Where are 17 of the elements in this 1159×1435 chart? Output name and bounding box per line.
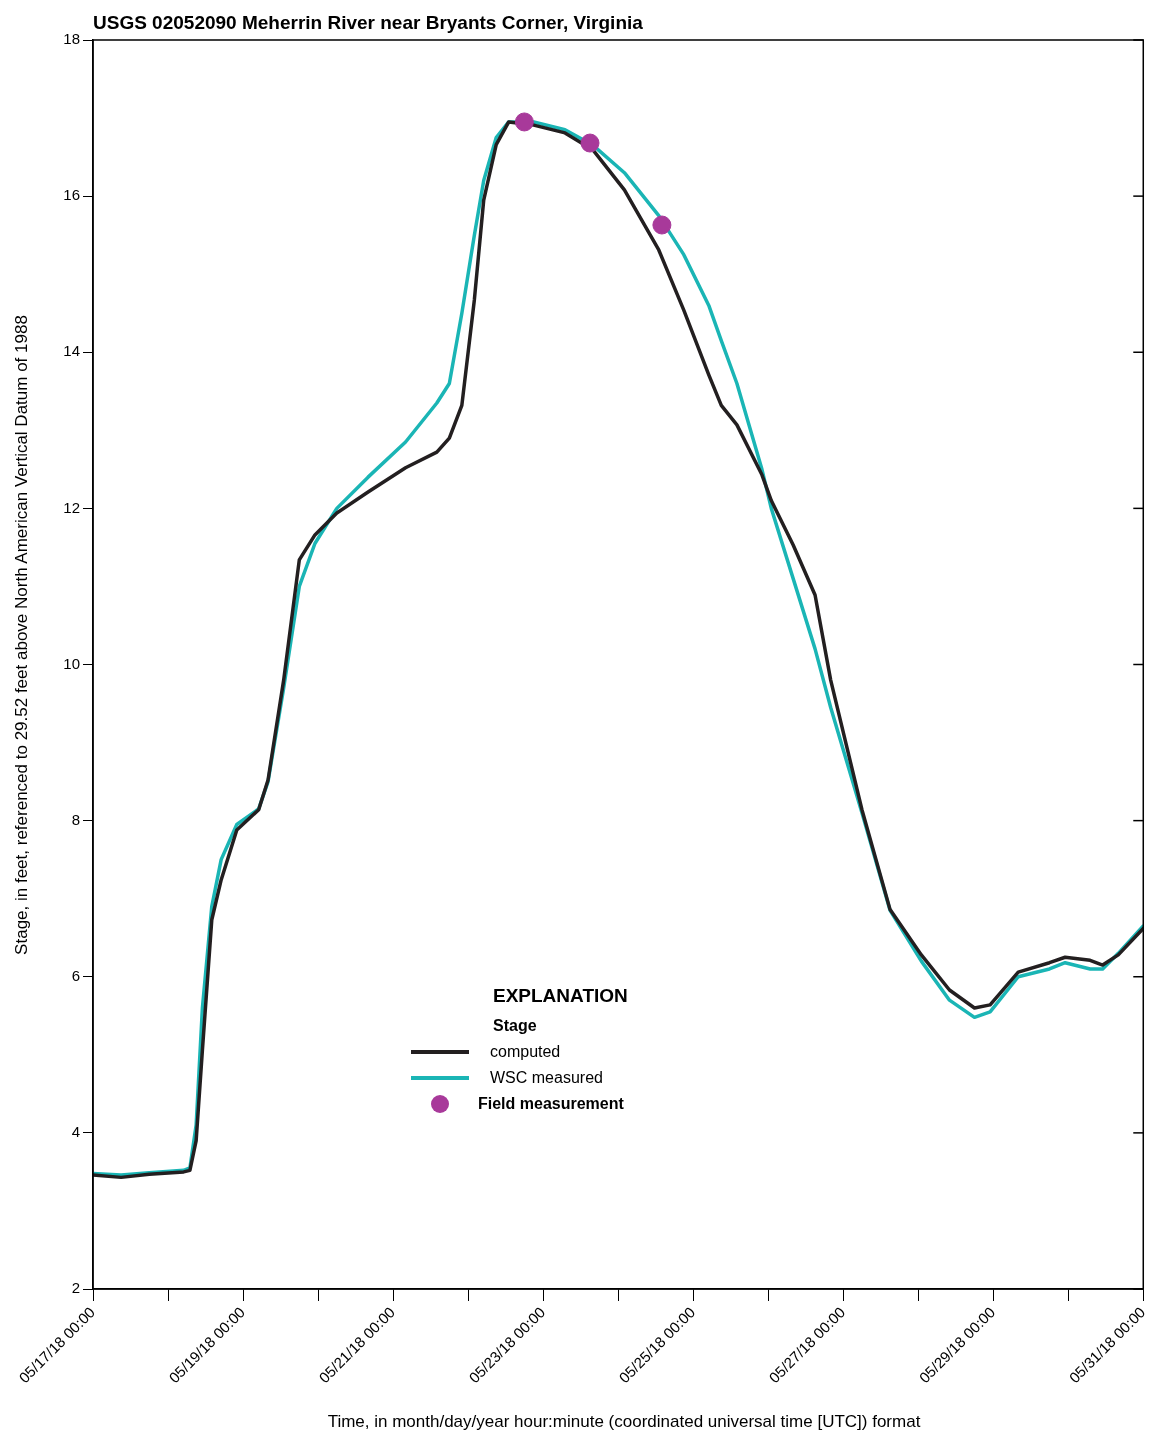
- y-tick-label: 18: [63, 30, 80, 48]
- legend-label: computed: [490, 1043, 561, 1061]
- y-tick-label: 16: [63, 186, 80, 204]
- legend-title: EXPLANATION: [493, 985, 628, 1008]
- x-axis-title: Time, in month/day/year hour:minute (coordinated universal time [UTC]) format: [327, 1412, 921, 1432]
- chart-title: USGS 02052090 Meherrin River near Bryants Corner, Virginia: [93, 12, 643, 34]
- legend-label: WSC measured: [490, 1069, 603, 1087]
- y-tick-label: 10: [63, 654, 80, 672]
- y-tick-label: 4: [71, 1123, 80, 1141]
- y-tick-label: 8: [71, 810, 80, 828]
- y-tick-label: 6: [71, 966, 80, 984]
- annotation: Stage: [493, 1016, 538, 1036]
- legend-label: Field measurement: [478, 1095, 624, 1113]
- y-axis-title: Stage, in feet, referenced to 29.52 feet above North American Vertical Datum of 1988: [12, 315, 32, 955]
- y-tick-label: 12: [63, 498, 80, 516]
- y-tick-label: 14: [63, 342, 80, 360]
- y-tick-label: 2: [71, 1279, 80, 1297]
